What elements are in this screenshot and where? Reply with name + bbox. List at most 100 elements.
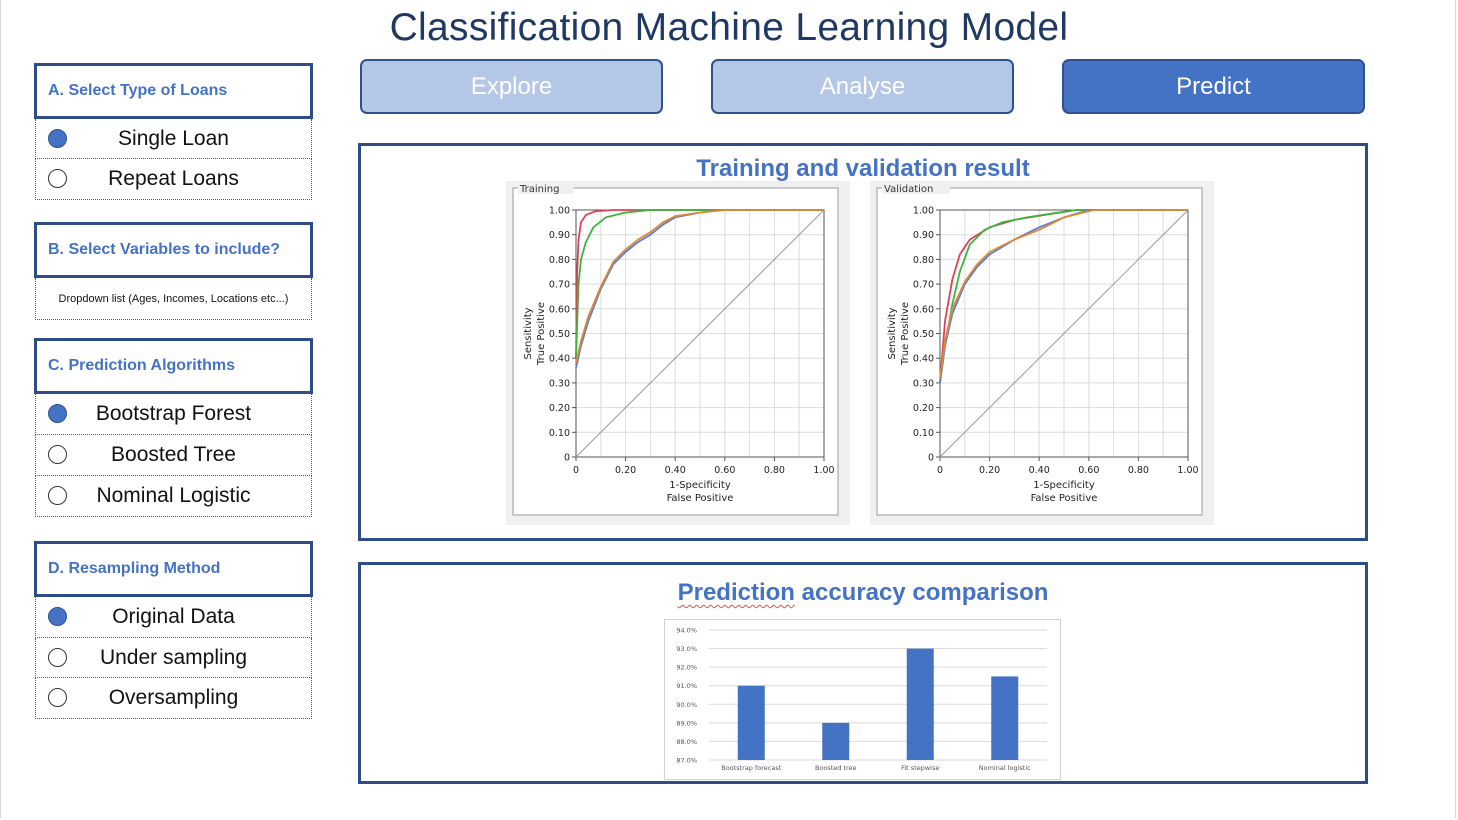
roc-y-tick-label: 0.90 [549,230,570,241]
roc-y-tick-label: 0.50 [913,329,934,340]
roc-y-tick-label: 0.30 [549,378,570,389]
roc-y-tick-label: 0.20 [913,403,934,414]
roc-y-tick-label: 0.90 [913,230,934,241]
bar-category-label: Bootstrap forecast [721,764,781,772]
roc-x-tick-label: 0 [573,465,579,476]
loan-type-heading: A. Select Type of Loans [34,63,313,119]
bar-category-label: Fit stepwise [901,764,939,772]
variables-dropdown[interactable]: Dropdown list (Ages, Incomes, Locations … [35,278,312,320]
validation-roc-chart: Validation 0 0.10 0.20 0.30 0.40 0.50 0.60 0.70 0… [870,181,1214,525]
roc-y-tick-label: 0.50 [549,329,570,340]
option-label: Oversampling [108,686,239,709]
roc-y-tick-label: 0.60 [913,304,934,315]
bar-y-tick-label: 92.0% [676,664,697,672]
algorithm-option-boosted-tree[interactable]: Boosted Tree [35,435,312,476]
roc-y-tick-label: 0.10 [549,428,570,439]
resampling-heading: D. Resampling Method [34,541,313,597]
algorithms-heading: C. Prediction Algorithms [34,338,313,394]
bar-y-tick-label: 87.0% [676,757,697,765]
radio-selected-icon[interactable] [48,607,67,626]
algorithm-option-nominal-logistic[interactable]: Nominal Logistic [35,476,312,517]
roc-y-tick-label: 0.70 [549,280,570,291]
roc-y-tick-label: 0.30 [913,378,934,389]
roc-y-label-2: True Positive [536,302,547,366]
page-title: Classification Machine Learning Model [389,6,1069,49]
roc-y-tick-label: 0.40 [549,354,570,365]
roc-x-tick-label: 0.80 [1128,465,1149,476]
roc-x-tick-label: 0.40 [1029,465,1050,476]
roc-title-bg [518,182,574,194]
accuracy-bar [822,722,850,760]
radio-empty-icon[interactable] [48,445,67,464]
roc-title-bg [882,182,950,194]
roc-y-tick-label: 0.20 [549,403,570,414]
roc-series-line [575,209,824,359]
resampling-option-original[interactable]: Original Data [35,597,312,638]
roc-y-tick-label: 0 [564,453,570,464]
radio-selected-icon[interactable] [48,404,67,423]
tab-explore[interactable]: Explore [360,59,663,114]
roc-x-tick-label: 0.40 [665,465,686,476]
option-label: Single Loan [118,126,229,150]
option-label: Nominal Logistic [96,484,251,507]
radio-selected-icon[interactable] [48,128,67,148]
bar-y-tick-label: 91.0% [676,682,697,690]
roc-title: Training [519,184,559,195]
roc-y-tick-label: 0.40 [913,354,934,365]
roc-y-tick-label: 0 [928,453,934,464]
roc-y-label-2: True Positive [900,302,911,366]
roc-x-label: 1-Specificity [1033,480,1095,491]
accuracy-panel-title: Prediction accuracy comparison [361,579,1365,607]
roc-x-tick-label: 1.00 [1177,465,1198,476]
option-label: Boosted Tree [111,443,236,466]
bar-category-label: Boosted tree [815,764,857,772]
roc-x-tick-label: 0 [937,465,943,476]
roc-panel: Training and validation result Training 0… [358,143,1368,541]
bar-category-label: Nominal logistic [979,764,1031,772]
option-label: Repeat Loans [108,167,239,190]
roc-x-tick-label: 0.60 [1078,465,1099,476]
accuracy-bar [906,648,934,760]
roc-series-line [939,209,1188,379]
roc-series-line [575,209,824,364]
bar-y-tick-label: 93.0% [676,645,697,653]
roc-x-label: 1-Specificity [669,480,731,491]
roc-x-tick-label: 0.20 [979,465,1000,476]
accuracy-panel: Prediction accuracy comparison 87.0% 88.0… [358,562,1368,784]
radio-empty-icon[interactable] [48,647,67,667]
roc-series-line [939,209,1189,458]
roc-x-tick-label: 0.20 [615,465,636,476]
roc-x-tick-label: 0.60 [714,465,735,476]
radio-empty-icon[interactable] [48,169,67,188]
roc-panel-title: Training and validation result [696,155,1030,182]
tab-analyse[interactable]: Analyse [711,59,1014,114]
tab-predict[interactable]: Predict [1062,59,1365,114]
dropdown-text: Dropdown list (Ages, Incomes, Locations … [58,292,289,305]
accuracy-title-first: Prediction [677,579,795,606]
roc-y-label: Sensitivity [887,307,898,359]
accuracy-bar [737,685,765,760]
accuracy-bar [991,676,1019,760]
loan-option-repeat[interactable]: Repeat Loans [35,159,312,200]
roc-series-line [575,209,825,458]
roc-x-tick-label: 1.00 [813,465,834,476]
training-roc-chart: Training 0 0.10 0.20 0.30 0.40 0.50 0.60 0.70 0.8… [506,181,850,525]
bar-y-tick-label: 88.0% [676,738,697,746]
roc-y-tick-label: 0.80 [549,255,570,266]
option-label: Original Data [112,605,235,628]
accuracy-bar-chart: 87.0% 88.0% 89.0% 90.0% 91.0% 92.0% 93.0% 94.0%… [664,619,1061,780]
roc-series-line [575,209,824,359]
radio-empty-icon[interactable] [48,486,67,505]
radio-empty-icon[interactable] [48,688,67,707]
algorithm-option-bootstrap-forest[interactable]: Bootstrap Forest [35,394,312,435]
roc-y-tick-label: 0.10 [913,428,934,439]
accuracy-title-rest: accuracy comparison [794,579,1049,606]
option-label: Bootstrap Forest [95,402,252,425]
loan-option-single[interactable]: Single Loan [35,119,312,159]
bar-y-tick-label: 89.0% [676,719,697,727]
resampling-option-under[interactable]: Under sampling [35,638,312,678]
bar-y-tick-label: 90.0% [676,701,697,709]
roc-y-tick-label: 0.70 [913,280,934,291]
resampling-option-over[interactable]: Oversampling [35,678,312,719]
